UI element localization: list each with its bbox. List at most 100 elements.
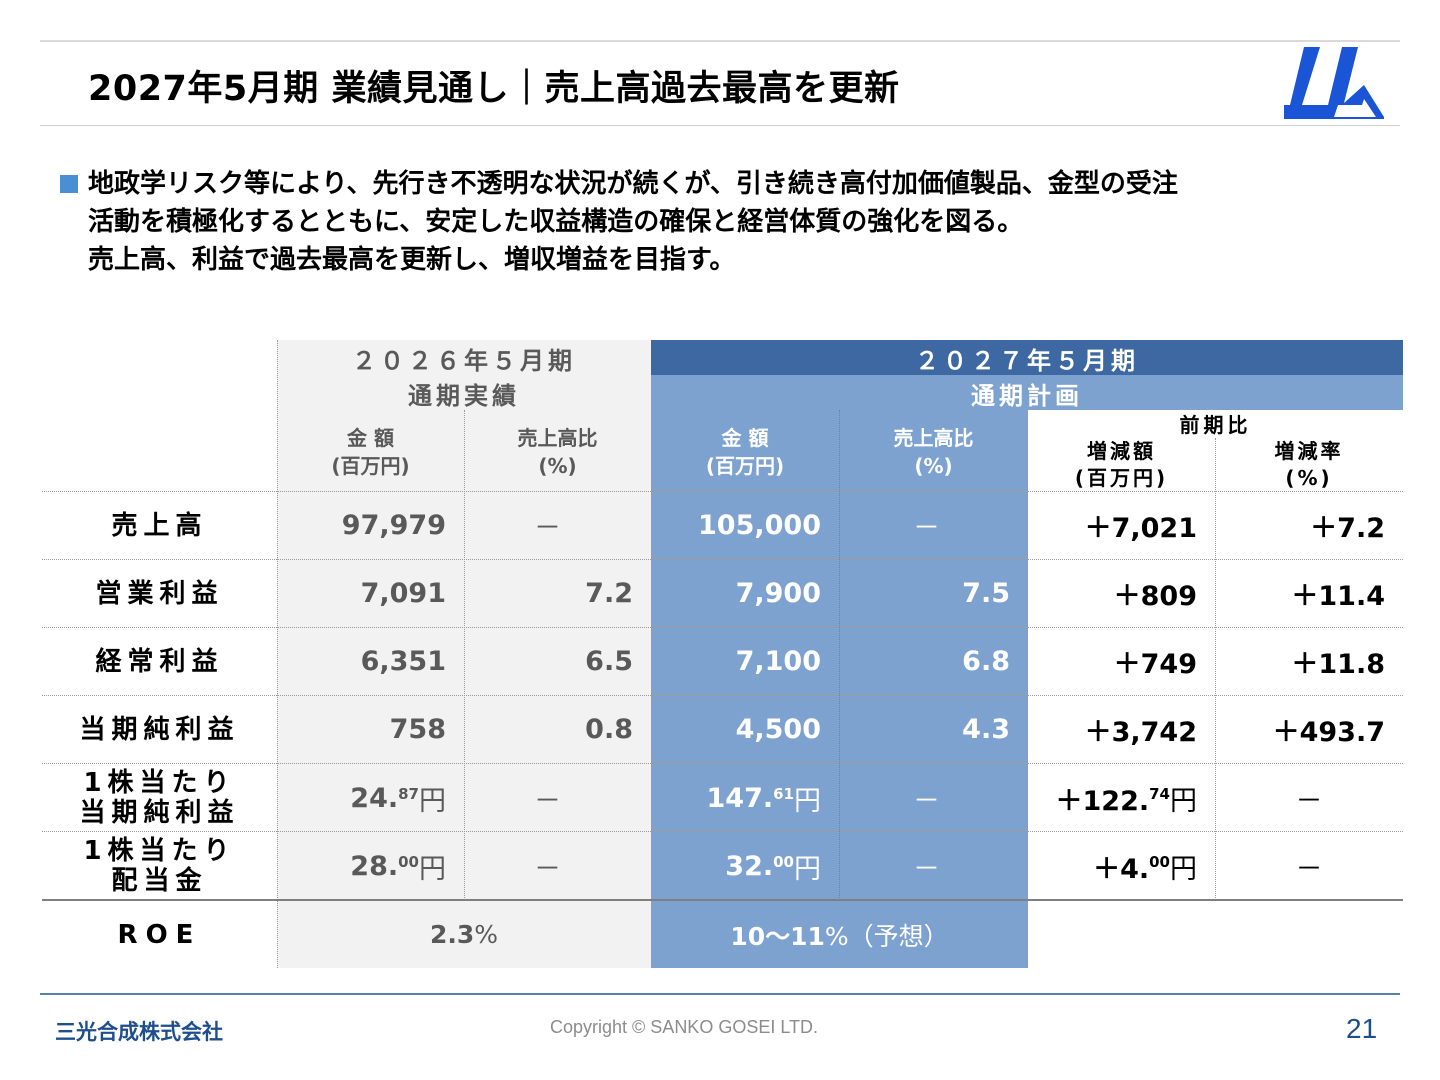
grid-line <box>839 410 840 900</box>
row-label: 営業利益 <box>95 578 224 609</box>
title-divider <box>40 125 1400 126</box>
yen-unit: 円 <box>794 853 821 885</box>
dps-change-dec: 00 <box>1149 853 1170 871</box>
eps-2027-int: 147. <box>706 782 774 814</box>
amount-2026: 6,351 <box>360 646 446 677</box>
grid-line <box>1215 438 1216 900</box>
amount-2026: 7,091 <box>360 578 446 609</box>
header-fy2026: ２０２６年５月期 <box>352 346 576 375</box>
eps-rate: － <box>1295 785 1323 817</box>
change-amount: ＋749 <box>1113 649 1197 680</box>
eps-2026-int: 24. <box>350 782 399 814</box>
header-amount-2027: 金 額 (百万円) <box>651 420 839 484</box>
dps-label-line2: 配当金 <box>111 866 208 896</box>
ratio-2027: 4.3 <box>962 714 1010 745</box>
ratio-2026: 7.2 <box>585 578 633 609</box>
ratio-unit: (%) <box>914 454 953 478</box>
company-logo-icon <box>1284 47 1384 119</box>
dps-ratio-2027: － <box>913 853 940 885</box>
change-amount: ＋3,742 <box>1084 717 1197 748</box>
ratio-2027: 7.5 <box>962 578 1010 609</box>
dps-2026-int: 28. <box>350 850 399 882</box>
summary-line-2: 活動を積極化するとともに、安定した収益構造の確保と経営体質の強化を図る。 <box>88 207 1024 237</box>
ratio-2026: 6.5 <box>585 646 633 677</box>
grid-line <box>42 831 1403 832</box>
amount-2026: 758 <box>389 714 446 745</box>
ratio-label: 売上高比 <box>893 426 974 450</box>
change-rate: ＋11.4 <box>1291 581 1385 612</box>
plan-subheader-bar <box>651 375 1403 410</box>
ratio-2027: － <box>913 513 940 544</box>
header-yoy: 前期比 <box>1179 413 1252 437</box>
page-title: 2027年5月期 業績見通し｜売上高過去最高を更新 <box>88 69 900 109</box>
ratio-2026: － <box>534 513 561 544</box>
dps-2026-dec: 00 <box>398 853 419 871</box>
yen-unit: 円 <box>419 853 446 885</box>
header-fy2027: ２０２７年５月期 <box>915 346 1139 375</box>
dps-2026: 28. 00 円 <box>277 832 464 900</box>
amount-unit: (百万円) <box>331 454 410 478</box>
grid-line <box>42 559 1403 560</box>
row-label: 当期純利益 <box>79 714 240 745</box>
ratio-2027: 6.8 <box>962 646 1010 677</box>
grid-line <box>42 627 1403 628</box>
grid-line <box>42 763 1403 764</box>
row-label-eps: 1株当たり 当期純利益 <box>42 764 277 832</box>
header-fy2026-sub: 通期実績 <box>408 381 520 410</box>
footer-copyright: Copyright © SANKO GOSEI LTD. <box>550 1017 819 1037</box>
roe-2027-unit: %（予想） <box>824 921 949 951</box>
roe-divider <box>42 899 1403 901</box>
amount-2027: 7,900 <box>735 578 821 609</box>
eps-label-line2: 当期純利益 <box>79 798 240 828</box>
dps-ratio-2026: － <box>534 853 561 885</box>
change-rate: ＋11.8 <box>1291 649 1385 680</box>
header-change-amount: 増減額 (百万円) <box>1028 438 1215 492</box>
row-label-dps: 1株当たり 配当金 <box>42 832 277 900</box>
grid-line <box>464 410 465 900</box>
amount-label: 金 額 <box>347 426 394 450</box>
ratio-unit: (%) <box>538 454 577 478</box>
top-divider <box>40 40 1400 42</box>
dps-rate: － <box>1295 853 1323 885</box>
roe-2026: 2.3% <box>277 901 651 968</box>
dps-2027-dec: 00 <box>773 853 794 871</box>
eps-ratio-2027: － <box>913 785 940 817</box>
yen-unit: 円 <box>794 785 821 817</box>
eps-2027-dec: 61 <box>773 785 794 803</box>
plan-header-bar <box>651 340 1403 375</box>
grid-line <box>42 695 1403 696</box>
row-label-roe: ROE <box>117 919 202 950</box>
amount-2026: 97,979 <box>341 510 446 541</box>
dps-2027: 32. 00 円 <box>651 832 839 900</box>
change-amount-unit: (百万円) <box>1074 466 1169 490</box>
yen-unit: 円 <box>1170 785 1197 817</box>
dps-2027-int: 32. <box>725 850 774 882</box>
ratio-label: 売上高比 <box>517 426 598 450</box>
change-amount-label: 増減額 <box>1087 439 1156 463</box>
eps-change-int: ＋122. <box>1055 785 1150 817</box>
header-amount-2026: 金 額 (百万円) <box>277 420 464 484</box>
change-rate-unit: (%) <box>1285 466 1333 490</box>
roe-2027: 10～11 %（予想） <box>651 901 1028 968</box>
change-amount: ＋809 <box>1113 581 1197 612</box>
bullet-square-icon <box>60 175 78 193</box>
amount-unit: (百万円) <box>705 454 785 478</box>
footer-divider <box>40 993 1400 995</box>
dps-change-int: ＋4. <box>1093 853 1150 885</box>
change-rate-label: 増減率 <box>1274 439 1344 463</box>
roe-2026-unit: % <box>474 920 499 949</box>
summary-line-3: 売上高、利益で過去最高を更新し、増収増益を目指す。 <box>88 245 736 275</box>
amount-2027: 105,000 <box>698 510 821 541</box>
amount-2027: 7,100 <box>735 646 821 677</box>
page-number: 21 <box>1346 1013 1378 1044</box>
header-fy2027-sub: 通期計画 <box>971 381 1083 410</box>
change-amount: ＋7,021 <box>1084 513 1197 544</box>
dps-change: ＋4. 00 円 <box>1028 832 1215 900</box>
change-rate: ＋7.2 <box>1310 513 1385 544</box>
dps-label-line1: 1株当たり <box>83 836 236 866</box>
eps-label-line1: 1株当たり <box>83 768 236 798</box>
change-rate: ＋493.7 <box>1272 717 1385 748</box>
eps-2026: 24. 87 円 <box>277 764 464 832</box>
header-ratio-2027: 売上高比 (%) <box>839 420 1028 484</box>
